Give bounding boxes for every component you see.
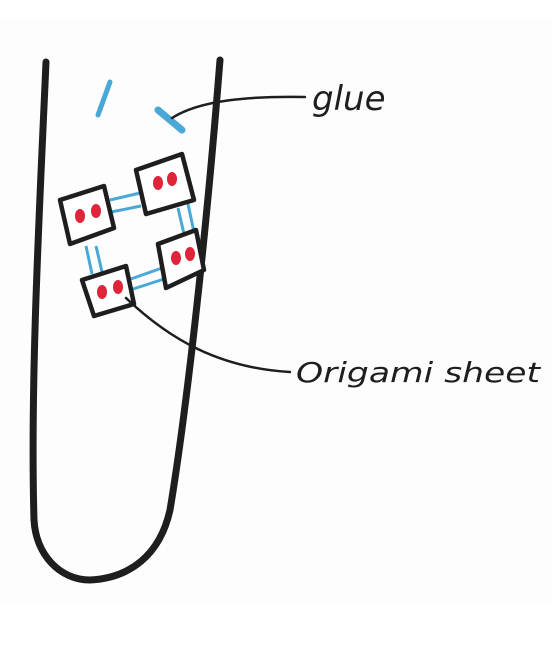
origami-square-top-right xyxy=(133,151,197,217)
origami-square-bottom-left xyxy=(79,263,137,319)
origami-leader-line xyxy=(124,296,292,374)
origami-sheet-label: Origami sheet xyxy=(296,356,541,389)
test-tube xyxy=(29,56,224,584)
glue-leader-line xyxy=(170,95,307,120)
glue-label: glue xyxy=(312,79,386,119)
glue-drop-left xyxy=(95,79,113,118)
origami-square-top-left xyxy=(57,183,117,247)
origami-square-middle-right xyxy=(155,227,207,291)
glue-drop-right xyxy=(154,106,186,134)
glue-bridges xyxy=(84,191,196,292)
